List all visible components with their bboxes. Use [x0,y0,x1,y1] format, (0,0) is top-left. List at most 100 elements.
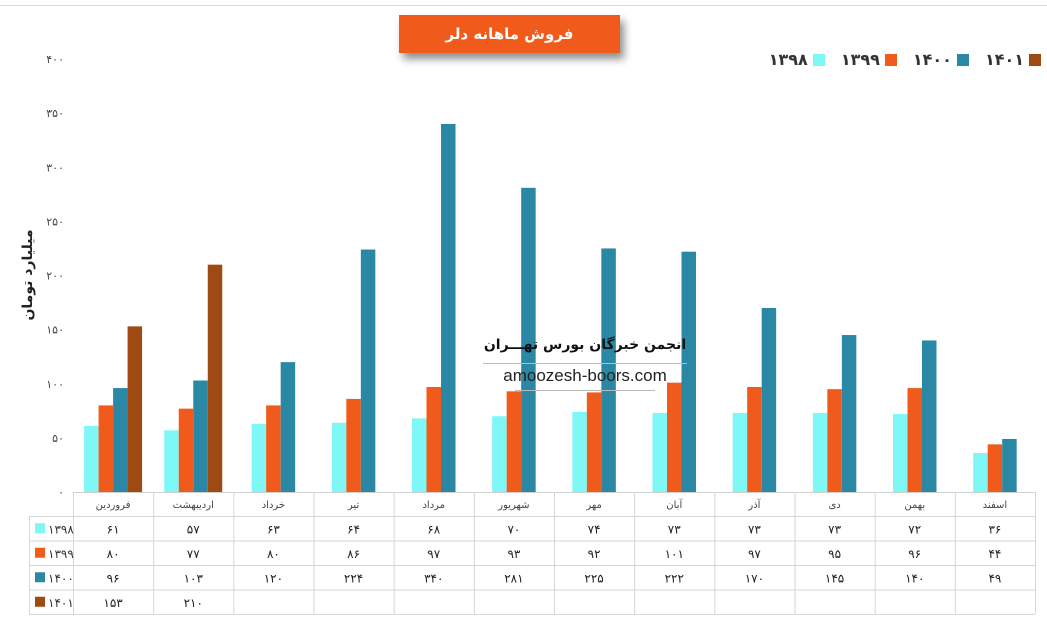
data-label: ۹۷ [748,547,761,561]
bar [586,392,602,492]
bar [1002,438,1017,492]
y-tick-label: ۲۰۰ [46,270,64,283]
legend-key-swatch [35,547,45,558]
data-label: ۱۵۳ [103,596,123,610]
watermark: انجمن خبرگان بورس تهـــران amoozesh-boor… [483,337,687,391]
data-label: ۴۴ [988,547,1001,561]
x-tick-label: فروردین [96,500,131,511]
bar [412,418,427,492]
bar [178,408,194,492]
bar [761,307,777,492]
bar [441,123,456,492]
bar [841,335,857,492]
y-tick-label: ۱۵۰ [46,324,64,337]
x-tick-label: آبان [666,498,683,511]
bar [331,422,347,492]
data-label: ۶۸ [427,522,440,536]
data-label: ۷۷ [187,547,200,561]
bar [667,382,682,492]
bar [164,430,179,492]
data-label: ۹۶ [107,571,120,585]
x-tick-label: اردیبهشت [173,500,214,511]
bar [207,264,223,492]
bar [266,405,281,492]
y-tick-label: ۲۵۰ [46,215,64,228]
bar [251,423,267,492]
y-tick-label: ۳۵۰ [46,107,64,120]
data-label: ۹۷ [427,547,440,561]
bar [521,187,536,492]
series-name: ۱۴۰۰ [48,571,74,585]
bar [572,411,587,492]
x-tick-label: مرداد [422,500,445,511]
y-tick-label: ۰ [58,486,64,499]
data-label: ۵۷ [187,522,200,536]
legend-label: ۱۴۰۱ [984,50,1024,69]
series-name: ۱۳۹۸ [48,522,74,536]
data-label: ۷۰ [507,522,520,536]
bar [987,444,1003,492]
data-label: ۷۴ [588,522,601,536]
bar [812,412,828,492]
bar [732,412,748,492]
watermark-url: amoozesh-boors.com [503,366,667,385]
legend-item: ۱۳۹۸ [769,50,825,69]
bar [506,391,522,492]
x-tick-label: تیر [347,500,360,511]
bar [973,453,988,492]
data-label: ۴۹ [988,571,1001,585]
series-name: ۱۳۹۹ [48,547,74,561]
bar [360,249,376,492]
legend-swatch [1029,53,1041,66]
data-label: ۳۶ [988,522,1001,536]
data-label: ۱۷۰ [745,571,764,585]
legend-item: ۱۳۹۹ [841,50,897,69]
legend-key-swatch [35,596,45,607]
series-name: ۱۴۰۱ [48,596,74,610]
data-label: ۹۲ [588,547,601,561]
data-label: ۸۰ [107,547,120,561]
bar [280,362,296,492]
data-label: ۳۴۰ [424,571,443,585]
bar [652,412,667,492]
data-label: ۷۳ [748,522,761,536]
bar [346,398,361,492]
x-tick-label: آذر [747,498,761,511]
data-label: ۲۱۰ [184,596,203,610]
legend-swatch [956,53,969,66]
data-label: ۱۰۳ [184,571,204,585]
bar [681,251,696,492]
legend-label: ۱۳۹۹ [840,50,880,69]
data-label: ۶۱ [107,522,120,536]
bar [907,388,922,492]
y-tick-label: ۴۰۰ [46,53,64,66]
data-label: ۸۰ [267,547,280,561]
data-label: ۹۳ [507,547,520,561]
legend: ۱۴۰۱ ۱۴۰۰ ۱۳۹۹ ۱۳۹۸ [769,50,1041,69]
data-label: ۷۲ [908,522,921,536]
data-label: ۱۴۰ [905,571,924,585]
bar [747,386,762,492]
data-label: ۹۶ [908,547,921,561]
data-label: ۷۳ [828,522,841,536]
data-label: ۷۳ [668,522,681,536]
x-tick-label: بهمن [904,500,925,511]
bar [84,425,99,492]
legend-swatch [884,53,897,66]
legend-key-swatch [35,572,45,583]
bar [426,386,441,492]
legend-key-swatch [35,523,45,534]
legend-item: ۱۴۰۱ [985,50,1041,69]
x-tick-label: شهریور [497,500,529,511]
data-label: ۶۳ [267,522,280,536]
bar [492,416,507,492]
bar [922,340,937,492]
bar [893,414,908,492]
data-label: ۹۵ [828,547,841,561]
bar [193,380,208,492]
top-border [0,5,1047,6]
data-label: ۸۶ [347,547,360,561]
data-label: ۱۴۵ [825,571,844,585]
y-tick-label: ۳۰۰ [46,161,64,174]
